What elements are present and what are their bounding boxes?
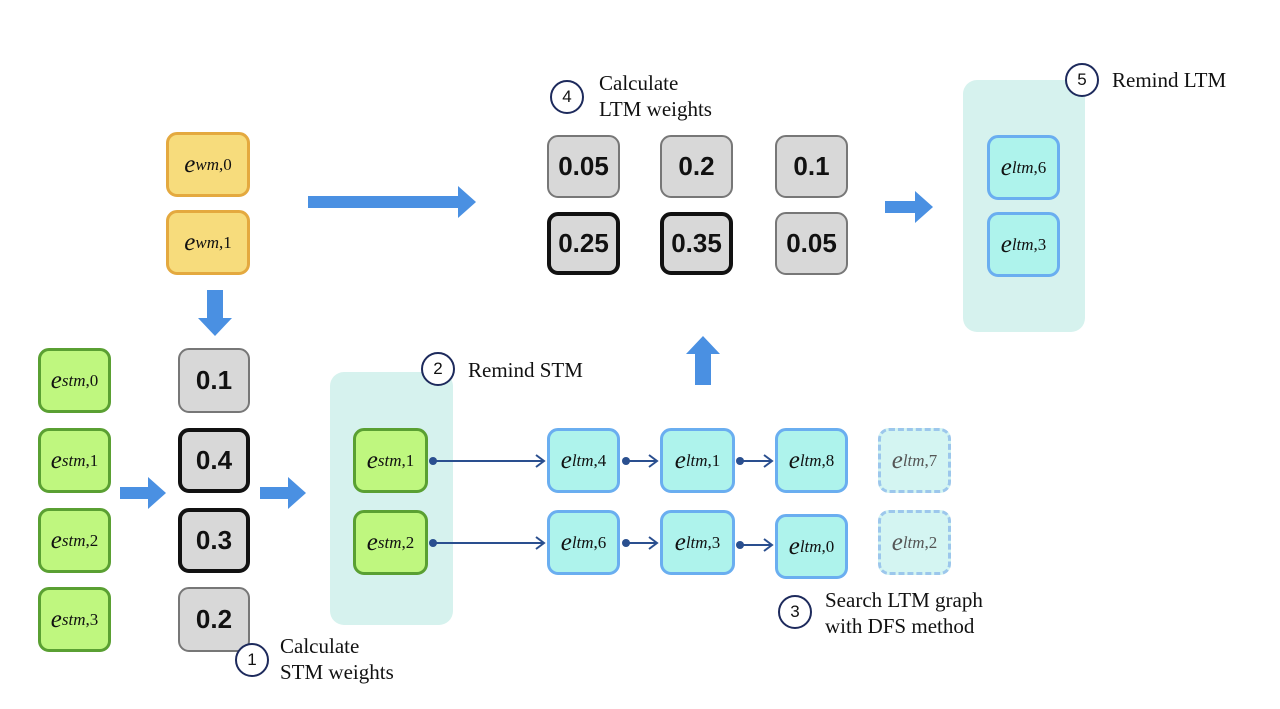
- step-3-caption: Search LTM graph with DFS method: [825, 587, 983, 639]
- node-subscript: stm,2: [377, 532, 415, 552]
- ltm-node: e ltm,3: [660, 510, 735, 575]
- node-subscript: ltm,7: [902, 450, 938, 470]
- arrow-to-remind-stm: [260, 477, 306, 509]
- node-base: e: [50, 605, 62, 633]
- ltm-weight: 0.35: [660, 212, 733, 275]
- arrow-down-wm-to-weights: [198, 290, 232, 336]
- node-subscript: stm,1: [377, 450, 415, 470]
- node-base: e: [560, 446, 572, 474]
- step-2-badge: 2: [421, 352, 455, 386]
- node-subscript: wm,0: [195, 154, 232, 174]
- node-base: e: [184, 150, 196, 178]
- stm-weight: 0.1: [178, 348, 250, 413]
- stm-weight: 0.3: [178, 508, 250, 573]
- step-3-line2: with DFS method: [825, 614, 975, 638]
- arrow-wm-to-ltm-weights: [308, 186, 476, 218]
- step-1-line2: STM weights: [280, 660, 394, 684]
- dfs-edge: [429, 536, 546, 550]
- node-subscript: ltm,6: [1011, 157, 1047, 177]
- reminded-stm-node: e stm,2: [353, 510, 428, 575]
- node-subscript: stm,1: [61, 450, 99, 470]
- dfs-edge: [429, 454, 546, 468]
- wm-node: e wm,0: [166, 132, 250, 197]
- step-1-line1: Calculate: [280, 634, 360, 658]
- node-subscript: wm,1: [195, 232, 232, 252]
- stm-node: e stm,3: [38, 587, 111, 652]
- arrow-to-remind-ltm: [885, 191, 933, 223]
- step-5-badge: 5: [1065, 63, 1099, 97]
- dfs-edge: [736, 538, 774, 552]
- node-base: e: [674, 528, 686, 556]
- ltm-weight: 0.05: [547, 135, 620, 198]
- node-subscript: stm,3: [61, 609, 99, 629]
- step-5-caption: Remind LTM: [1112, 68, 1227, 92]
- node-subscript: ltm,0: [799, 536, 835, 556]
- step-1-badge: 1: [235, 643, 269, 677]
- node-base: e: [674, 446, 686, 474]
- node-base: e: [50, 526, 62, 554]
- step-4-line2: LTM weights: [599, 97, 712, 121]
- dfs-edge: [622, 454, 659, 468]
- dfs-edge: [736, 454, 774, 468]
- step-4-badge: 4: [550, 80, 584, 114]
- node-base: e: [891, 528, 903, 556]
- step-3-line1: Search LTM graph: [825, 588, 983, 612]
- dfs-edge: [622, 536, 659, 550]
- node-subscript: ltm,8: [799, 450, 835, 470]
- stm-weight: 0.2: [178, 587, 250, 652]
- step-2-caption: Remind STM: [468, 358, 583, 382]
- node-subscript: ltm,4: [571, 450, 607, 470]
- step-4-line1: Calculate: [599, 71, 679, 95]
- node-subscript: ltm,1: [685, 450, 721, 470]
- ltm-weight: 0.1: [775, 135, 848, 198]
- node-base: e: [50, 366, 62, 394]
- node-base: e: [1000, 230, 1012, 258]
- wm-node: e wm,1: [166, 210, 250, 275]
- node-subscript: ltm,6: [571, 532, 607, 552]
- stm-node: e stm,1: [38, 428, 111, 493]
- node-base: e: [50, 446, 62, 474]
- ltm-node: e ltm,6: [547, 510, 620, 575]
- step-4-caption: Calculate LTM weights: [599, 70, 712, 122]
- pruned-ltm-node: e ltm,2: [878, 510, 951, 575]
- reminded-ltm-node: e ltm,6: [987, 135, 1060, 200]
- node-subscript: ltm,3: [685, 532, 721, 552]
- ltm-node: e ltm,1: [660, 428, 735, 493]
- pruned-ltm-node: e ltm,7: [878, 428, 951, 493]
- arrow-to-stm-weights: [120, 477, 166, 509]
- node-subscript: ltm,2: [902, 532, 938, 552]
- node-subscript: ltm,3: [1011, 234, 1047, 254]
- stm-reminder-panel: [330, 372, 453, 625]
- node-base: e: [891, 446, 903, 474]
- stm-node: e stm,0: [38, 348, 111, 413]
- node-base: e: [366, 528, 378, 556]
- ltm-node: e ltm,8: [775, 428, 848, 493]
- ltm-node: e ltm,4: [547, 428, 620, 493]
- ltm-weight: 0.2: [660, 135, 733, 198]
- reminded-ltm-node: e ltm,3: [987, 212, 1060, 277]
- node-subscript: stm,2: [61, 530, 99, 550]
- arrow-up-to-ltm-weights: [686, 336, 720, 385]
- step-3-badge: 3: [778, 595, 812, 629]
- node-base: e: [788, 446, 800, 474]
- node-base: e: [184, 228, 196, 256]
- stm-node: e stm,2: [38, 508, 111, 573]
- node-subscript: stm,0: [61, 370, 99, 390]
- node-base: e: [788, 532, 800, 560]
- ltm-node: e ltm,0: [775, 514, 848, 579]
- node-base: e: [1000, 153, 1012, 181]
- node-base: e: [366, 446, 378, 474]
- stm-weight: 0.4: [178, 428, 250, 493]
- ltm-weight: 0.25: [547, 212, 620, 275]
- ltm-weight: 0.05: [775, 212, 848, 275]
- reminded-stm-node: e stm,1: [353, 428, 428, 493]
- node-base: e: [560, 528, 572, 556]
- step-1-caption: Calculate STM weights: [280, 633, 394, 685]
- ltm-reminder-panel: [963, 80, 1085, 332]
